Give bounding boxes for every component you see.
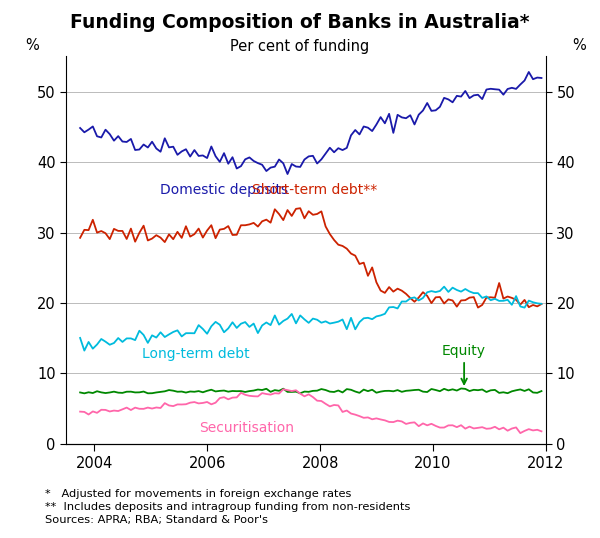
Text: %: % bbox=[25, 38, 39, 53]
Text: Long-term debt: Long-term debt bbox=[142, 346, 250, 360]
Text: %: % bbox=[572, 38, 586, 53]
Text: *   Adjusted for movements in foreign exchange rates: * Adjusted for movements in foreign exch… bbox=[45, 489, 352, 499]
Text: Securitisation: Securitisation bbox=[199, 421, 294, 435]
Text: Short-term debt**: Short-term debt** bbox=[252, 183, 377, 197]
Text: Equity: Equity bbox=[442, 344, 486, 358]
Text: Funding Composition of Banks in Australia*: Funding Composition of Banks in Australi… bbox=[70, 13, 530, 32]
Text: Domestic deposits: Domestic deposits bbox=[160, 183, 288, 197]
Text: Sources: APRA; RBA; Standard & Poor's: Sources: APRA; RBA; Standard & Poor's bbox=[45, 515, 268, 526]
Text: **  Includes deposits and intragroup funding from non-residents: ** Includes deposits and intragroup fund… bbox=[45, 502, 410, 512]
Text: Per cent of funding: Per cent of funding bbox=[230, 39, 370, 54]
